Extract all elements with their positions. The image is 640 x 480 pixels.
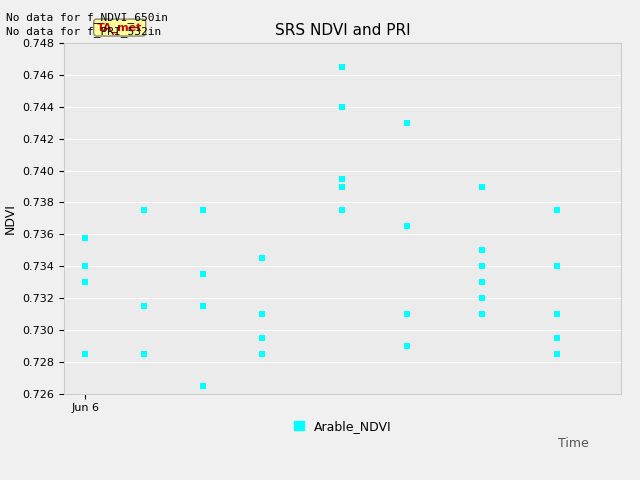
Point	[80, 278, 90, 286]
Title: SRS NDVI and PRI: SRS NDVI and PRI	[275, 23, 410, 38]
Point	[401, 119, 412, 127]
Point	[337, 103, 348, 111]
Point	[198, 206, 208, 214]
Point	[552, 206, 562, 214]
Point	[337, 183, 348, 191]
Point	[139, 350, 149, 358]
Point	[401, 310, 412, 318]
Point	[257, 254, 268, 262]
Point	[198, 302, 208, 310]
Point	[80, 350, 90, 358]
Point	[552, 263, 562, 270]
Point	[139, 302, 149, 310]
Point	[80, 263, 90, 270]
Point	[476, 263, 486, 270]
Point	[257, 334, 268, 342]
Point	[476, 278, 486, 286]
Point	[552, 334, 562, 342]
Y-axis label: NDVI: NDVI	[4, 203, 17, 234]
Point	[337, 206, 348, 214]
Point	[198, 270, 208, 278]
Point	[337, 63, 348, 71]
Point	[257, 310, 268, 318]
Point	[476, 310, 486, 318]
Text: No data for f_PRI_532in: No data for f_PRI_532in	[6, 26, 162, 37]
Point	[337, 175, 348, 182]
Point	[476, 246, 486, 254]
Point	[257, 350, 268, 358]
Point	[401, 223, 412, 230]
Point	[476, 183, 486, 191]
Point	[552, 350, 562, 358]
Point	[401, 342, 412, 349]
Legend: Arable_NDVI: Arable_NDVI	[294, 420, 391, 433]
Point	[80, 234, 90, 241]
Text: TA_met: TA_met	[97, 23, 142, 33]
Point	[139, 206, 149, 214]
Point	[476, 294, 486, 302]
Point	[198, 382, 208, 389]
Text: Time: Time	[558, 437, 589, 450]
Text: No data for f_NDVI_650in: No data for f_NDVI_650in	[6, 12, 168, 23]
Point	[552, 310, 562, 318]
